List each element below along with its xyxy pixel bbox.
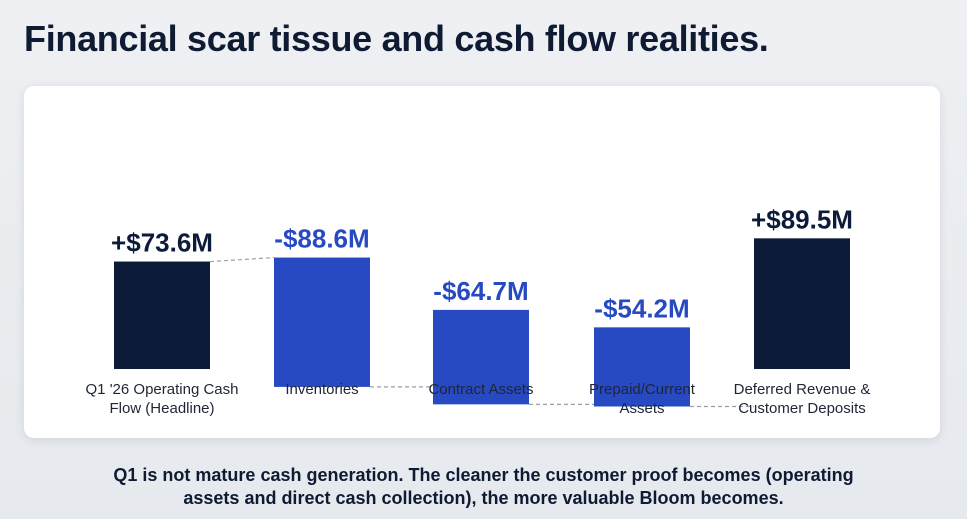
bar-4 xyxy=(594,327,690,407)
value-label-1: +$73.6M xyxy=(111,228,213,258)
value-label-2: -$88.6M xyxy=(274,224,369,254)
value-label-5: +$89.5M xyxy=(751,204,853,234)
connector-line xyxy=(209,256,275,263)
category-label-5-line-2: Customer Deposits xyxy=(738,400,866,417)
bar-3 xyxy=(433,309,529,405)
value-label-3: -$64.7M xyxy=(433,276,528,306)
category-label-4-line-1: Prepaid/Current xyxy=(589,381,696,398)
category-label-5-line-1: Deferred Revenue & xyxy=(734,381,871,398)
value-label-4: -$54.2M xyxy=(594,293,689,323)
category-label-2-line-1: Inventories xyxy=(285,381,358,398)
category-label-4-line-2: Assets xyxy=(619,400,664,417)
bar-2 xyxy=(274,257,370,387)
footer-line-1: Q1 is not mature cash generation. The cl… xyxy=(113,465,854,485)
bar-5 xyxy=(754,238,850,369)
bar-1 xyxy=(114,261,210,369)
category-label-3-line-1: Contract Assets xyxy=(428,381,533,398)
footer-line-2: assets and direct cash collection), the … xyxy=(183,488,784,508)
chart-card: +$73.6M Q1 '26 Operating Cash Flow (Headli… xyxy=(24,86,940,438)
waterfall-chart: +$73.6M Q1 '26 Operating Cash Flow (Headli… xyxy=(86,204,871,417)
category-label-1-line-2: Flow (Headline) xyxy=(109,400,214,417)
footer-note: Q1 is not mature cash generation. The cl… xyxy=(0,464,967,510)
category-label-1-line-1: Q1 '26 Operating Cash xyxy=(86,381,239,398)
page-title: Financial scar tissue and cash flow real… xyxy=(24,18,769,59)
